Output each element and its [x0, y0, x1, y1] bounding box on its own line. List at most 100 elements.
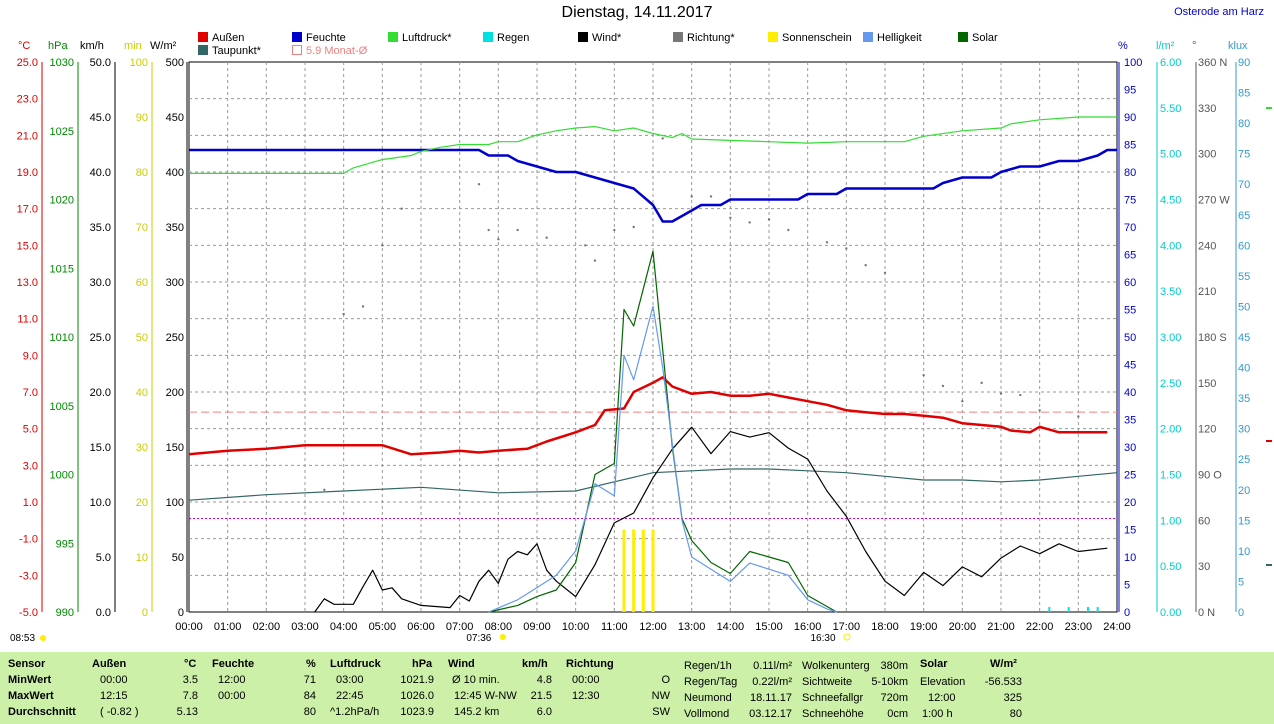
direction-point: [661, 137, 664, 140]
tick-temp: 23.0: [17, 94, 38, 106]
footer-solar-v4: 80: [1009, 708, 1022, 720]
footer-max-label: MaxWert: [8, 690, 54, 702]
tick-temp: 7.0: [23, 387, 38, 399]
tick-lux: 35: [1238, 393, 1250, 405]
tick-x: 01:00: [214, 621, 242, 633]
sunrise-label: 07:36: [466, 633, 491, 644]
tick-press: 1010: [50, 332, 74, 344]
tick-min: 10: [136, 552, 148, 564]
tick-dir: 300: [1198, 149, 1216, 161]
direction-point: [477, 183, 481, 186]
tick-temp: 17.0: [17, 204, 38, 216]
footer-feuchte-v2: 84: [303, 690, 316, 702]
footer-richtung-v1: O: [661, 674, 670, 686]
tick-lux: 45: [1238, 332, 1250, 344]
tick-min: 50: [136, 332, 148, 344]
tick-solar: 350: [166, 222, 184, 234]
footer-aussen-h: Außen: [92, 658, 127, 670]
tick-dir: 270 W: [1198, 195, 1230, 207]
tick-rain: 4.50: [1160, 195, 1181, 207]
tick-solar: 200: [166, 387, 184, 399]
sun-duration-label: 08:53: [10, 633, 35, 644]
tick-lux: 20: [1238, 485, 1250, 497]
tick-press: 1020: [50, 195, 74, 207]
tick-solar: 500: [166, 57, 184, 69]
tick-rain: 1.50: [1160, 470, 1181, 482]
footer-solar-l4: 1:00 h: [922, 708, 953, 720]
tick-solar: 50: [172, 552, 184, 564]
tick-hum: 0: [1124, 607, 1130, 619]
direction-point: [961, 399, 964, 403]
tick-solar: 0: [178, 607, 184, 619]
direction-point: [323, 488, 326, 491]
tick-wind: 50.0: [90, 57, 111, 69]
tick-press: 1025: [50, 126, 74, 138]
legend-wind: Wind*: [578, 32, 621, 44]
tick-solar: 300: [166, 277, 184, 289]
tick-min: 90: [136, 112, 148, 124]
footer-richtung-t2: 12:30: [572, 690, 600, 702]
tick-hum: 80: [1124, 167, 1136, 179]
tick-x: 00:00: [175, 621, 203, 633]
direction-point: [545, 236, 548, 239]
tick-temp: 5.0: [23, 424, 38, 436]
tick-x: 10:00: [562, 621, 590, 633]
tick-press: 995: [56, 538, 74, 550]
unit-lux: klux: [1228, 40, 1248, 52]
footer-wind-v2: 21.5: [530, 690, 552, 702]
legend-aussen: Außen: [198, 32, 244, 44]
tick-temp: 15.0: [17, 240, 38, 252]
tick-rain: 1.00: [1160, 515, 1181, 527]
direction-point: [883, 271, 887, 275]
tick-press: 1000: [50, 470, 74, 482]
tick-temp: 19.0: [17, 167, 38, 179]
footer-sensor-h: Sensor: [8, 658, 46, 670]
tick-rain: 5.50: [1160, 103, 1181, 115]
sun-icon: [40, 635, 46, 641]
tick-lux: 5: [1238, 576, 1244, 588]
tick-x: 11:00: [601, 621, 628, 633]
tick-min: 80: [136, 167, 148, 179]
footer-wolken-l2: Sichtweite: [802, 676, 853, 688]
legend-sonnenschein: Sonnenschein: [768, 32, 852, 44]
legend-solar: Solar: [958, 32, 998, 44]
legend-richtung: Richtung*: [673, 32, 735, 44]
tick-solar: 400: [166, 167, 184, 179]
direction-point: [748, 221, 751, 224]
footer-wolken-l3: Schneefallgr: [802, 692, 864, 704]
tick-x: 16:00: [794, 621, 822, 633]
series-taupunkt: [188, 468, 1118, 501]
tick-hum: 25: [1124, 470, 1136, 482]
footer-solar-l3: 12:00: [928, 692, 956, 704]
tick-x: 02:00: [253, 621, 281, 633]
footer-regen-l3: Neumond: [684, 692, 732, 704]
tick-x: 07:00: [446, 621, 474, 633]
tick-hum: 30: [1124, 442, 1136, 454]
tick-solar: 250: [166, 332, 184, 344]
tick-lux: 60: [1238, 240, 1250, 252]
tick-hum: 45: [1124, 360, 1136, 372]
footer-wind-t1: Ø 10 min.: [452, 674, 500, 686]
tick-x: 13:00: [678, 621, 706, 633]
tick-x: 24:00: [1103, 621, 1131, 633]
tick-min: 30: [136, 442, 148, 454]
footer-aussen-t1: 00:00: [100, 674, 128, 686]
footer-aussen-v1: 3.5: [182, 674, 198, 686]
footer-luft-t3: ^1.2hPa/h: [330, 706, 380, 718]
tick-min: 20: [136, 497, 148, 509]
tick-dir: 150: [1198, 378, 1216, 390]
tick-dir: 360 N: [1198, 57, 1227, 69]
footer-feuchte-v3: 80: [303, 706, 316, 718]
tick-dir: 120: [1198, 424, 1216, 436]
tick-temp: -3.0: [19, 570, 38, 582]
tick-rain: 4.00: [1160, 240, 1181, 252]
tick-dir: 60: [1198, 515, 1210, 527]
footer-wolken-l4: Schneehöhe: [802, 708, 864, 720]
direction-point: [1038, 409, 1041, 412]
tick-x: 22:00: [1026, 621, 1054, 633]
footer-luft-v3: 1023.9: [400, 706, 434, 718]
legend-swatch: [388, 32, 398, 42]
tick-lux: 25: [1238, 454, 1250, 466]
direction-point: [342, 312, 345, 316]
tick-press: 990: [56, 607, 74, 619]
